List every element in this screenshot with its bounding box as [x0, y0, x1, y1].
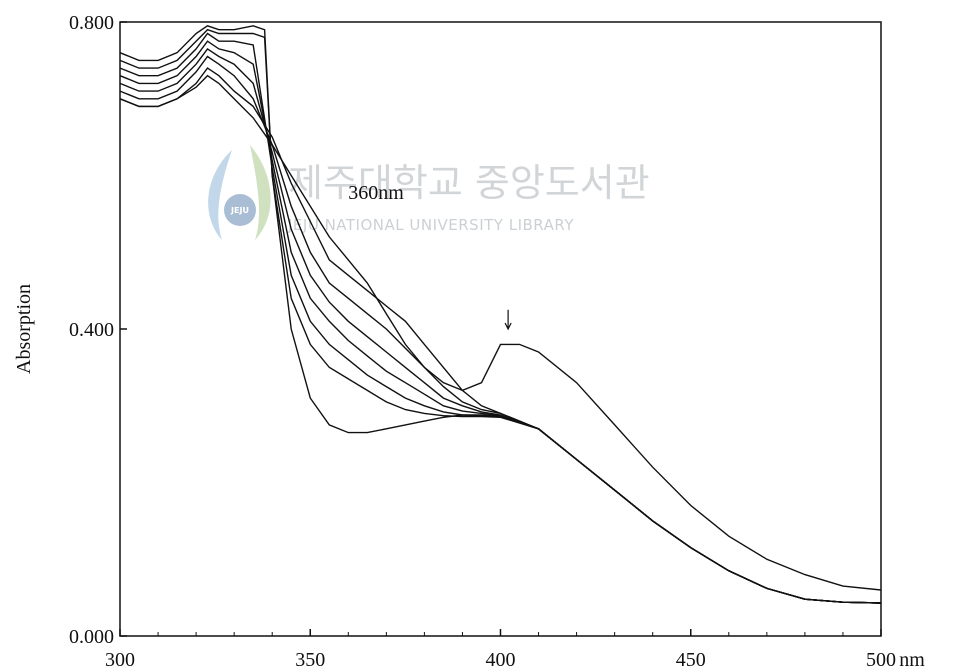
- y-tick-label: 0.400: [69, 319, 114, 341]
- spectrum-curve-4: [119, 40, 882, 604]
- spectrum-curve-8: [119, 74, 882, 591]
- library-watermark: JEJU 제주대학교 중앙도서관 JEJU NATIONAL UNIVERSIT…: [208, 145, 650, 240]
- spectrum-curve-3: [119, 47, 882, 604]
- spectrum-curve-1: [119, 67, 882, 604]
- x-tick-label: 450: [676, 649, 706, 671]
- wavelength-annotation: 360nm: [348, 182, 404, 204]
- plot-frame: [119, 21, 882, 637]
- logo-badge-text: JEJU: [230, 206, 249, 215]
- spectrum-curve-2: [119, 55, 882, 604]
- arrow-down-icon: [504, 322, 512, 331]
- y-axis-ticks: 0.000 0.400 0.800: [69, 12, 127, 648]
- x-tick-label: 500: [866, 649, 896, 671]
- x-tick-label: 400: [486, 649, 516, 671]
- library-logo-icon: JEJU: [208, 145, 271, 240]
- x-tick-label: 350: [295, 649, 325, 671]
- annotations: 360nm: [348, 182, 512, 331]
- y-axis-title: Absorption: [13, 284, 35, 374]
- watermark-english-text: JEJU NATIONAL UNIVERSITY LIBRARY: [287, 216, 574, 234]
- x-axis-ticks: 300 350 400 450 500: [105, 629, 896, 671]
- spectrum-curve-5: [119, 32, 882, 604]
- spectrum-curve-6: [119, 28, 882, 604]
- y-tick-label: 0.000: [69, 626, 114, 648]
- spectrum-curve-7: [119, 25, 882, 604]
- spectrum-series: [119, 25, 882, 604]
- x-axis-unit-label: nm: [899, 649, 925, 671]
- x-tick-label: 300: [105, 649, 135, 671]
- watermark-korean-text: 제주대학교 중앙도서관: [288, 161, 650, 205]
- y-tick-label: 0.800: [69, 12, 114, 34]
